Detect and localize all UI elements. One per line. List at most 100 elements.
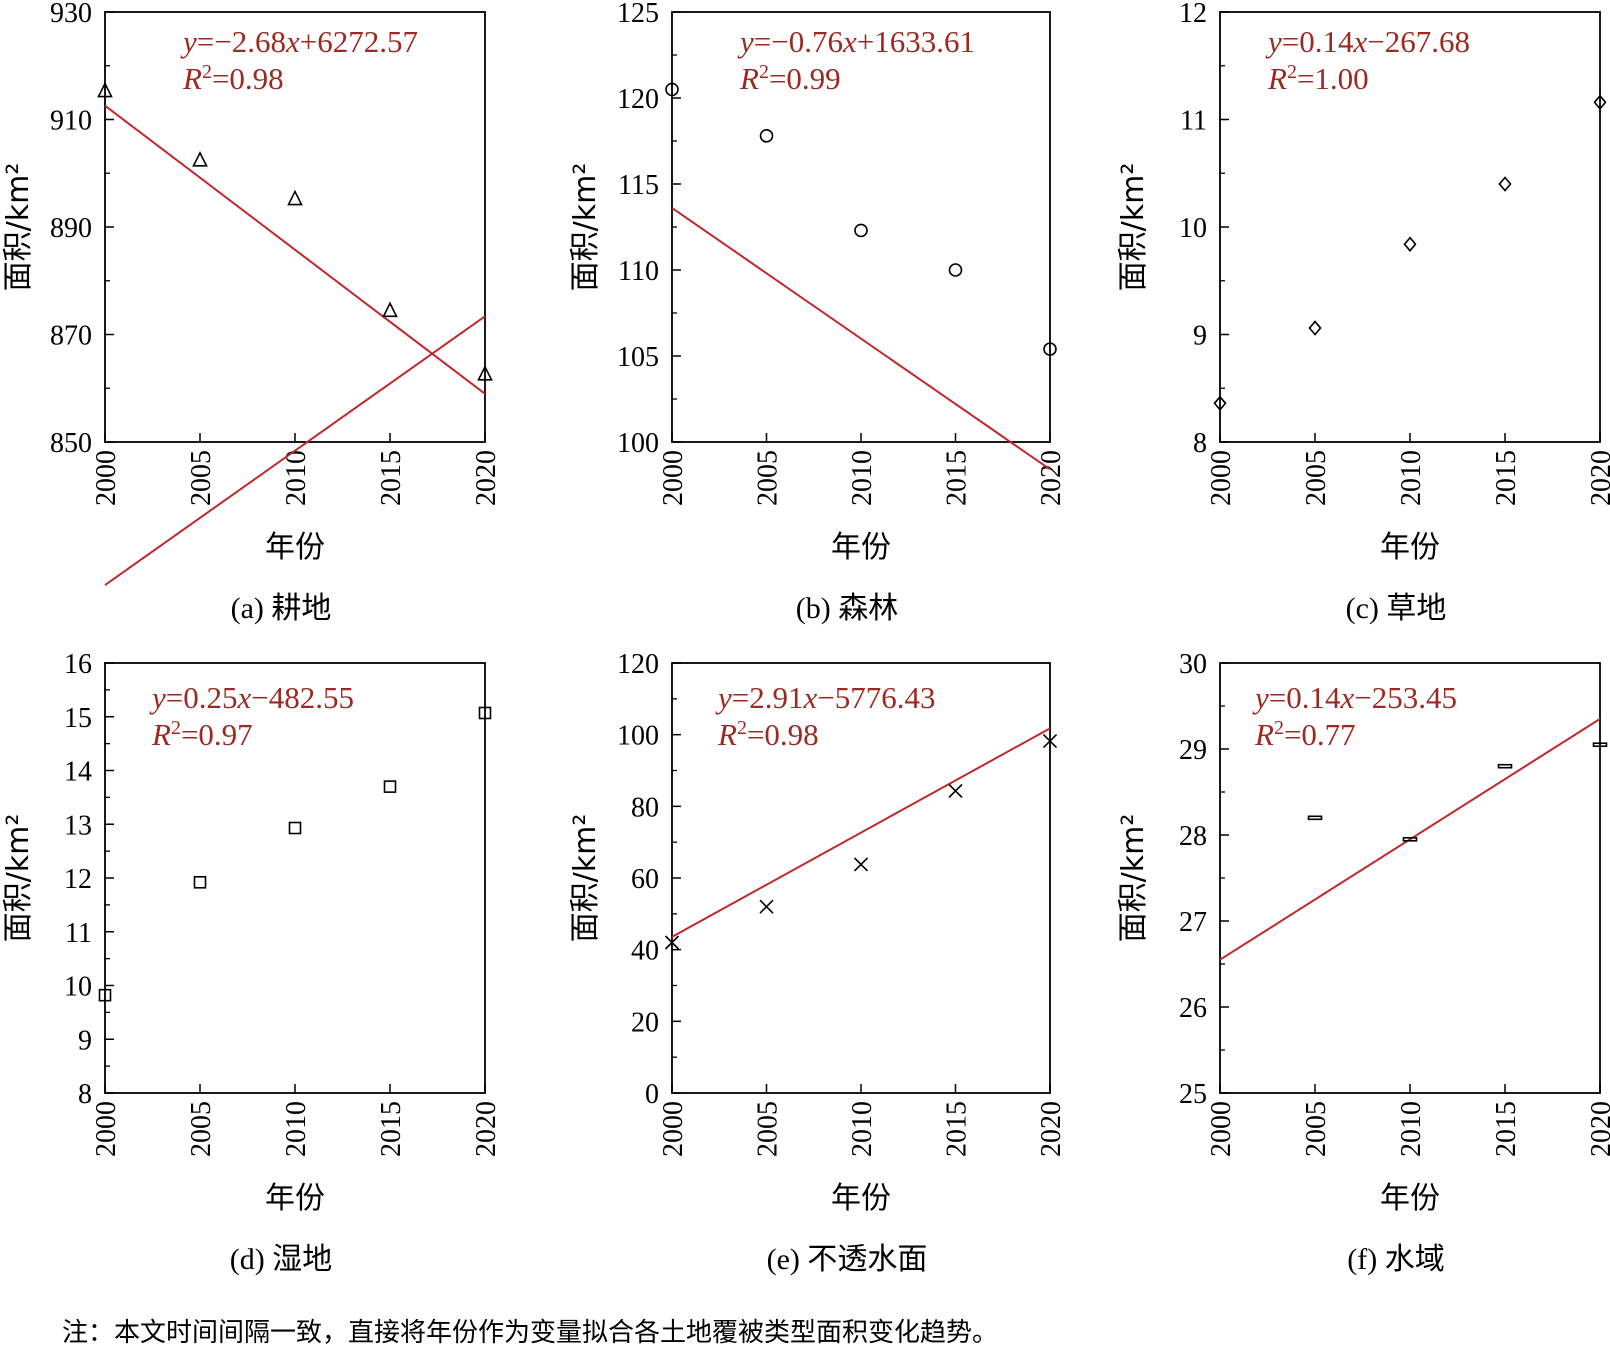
figure-note: 注：本文时间间隔一致，直接将年份作为变量拟合各土地覆被类型面积变化趋势。: [62, 1318, 999, 1345]
y-tick-label: 30: [1179, 649, 1207, 680]
x-tick-label: 2000: [658, 450, 689, 506]
x-tick-label: 2010: [847, 1101, 878, 1157]
panel-caption: (c) 草地: [1346, 592, 1447, 625]
x-tick-label: 2010: [1396, 450, 1427, 506]
y-tick-label: 125: [617, 0, 659, 29]
y-tick-label: 13: [64, 810, 92, 841]
y-axis-title: 面积/km²: [1, 814, 36, 943]
y-axis-title: 面积/km²: [1116, 814, 1151, 943]
data-point: [1308, 320, 1322, 336]
y-tick-label: 100: [617, 721, 659, 752]
x-tick-label: 2015: [376, 1101, 407, 1157]
x-tick-label: 2000: [91, 450, 122, 506]
r-squared: R2=0.98: [717, 717, 819, 752]
x-tick-label: 2010: [281, 450, 312, 506]
fit-line: [104, 315, 486, 586]
x-tick-label: 2000: [1206, 1101, 1237, 1157]
panel-caption: (e) 不透水面: [767, 1243, 928, 1276]
data-point: [1042, 734, 1058, 749]
y-tick-label: 105: [617, 342, 659, 373]
y-tick-label: 8: [1193, 428, 1207, 459]
data-point: [478, 706, 492, 720]
x-tick-label: 2020: [1036, 1101, 1067, 1157]
x-tick-label: 2020: [471, 450, 502, 506]
y-tick-label: 26: [1179, 993, 1207, 1024]
x-tick-label: 2020: [471, 1101, 502, 1157]
data-point: [383, 780, 397, 793]
y-tick-label: 110: [618, 256, 659, 287]
data-point: [759, 129, 774, 143]
x-tick-label: 2010: [281, 1101, 312, 1157]
data-point: [193, 875, 207, 889]
x-axis-title: 年份: [831, 530, 891, 565]
y-tick-label: 12: [1179, 0, 1207, 29]
data-point: [664, 935, 680, 950]
chart-panel-a: 850 870 890 910 930 2000 2005 2010 2015 2020 年份 面积/…: [1, 0, 502, 625]
x-tick-label: 2015: [1491, 450, 1522, 506]
x-axis-title: 年份: [1380, 530, 1440, 565]
y-tick-label: 40: [631, 936, 659, 967]
data-point: [1593, 94, 1607, 111]
chart-panel-c: 8 9 10 11 12 2000 2005 2010 2015 2020 年份 面积/km² y=0.…: [1116, 0, 1610, 625]
y-tick-label: 930: [50, 0, 92, 29]
y-axis-title: 面积/km²: [568, 163, 603, 292]
data-point: [759, 899, 774, 914]
y-tick-label: 10: [64, 972, 92, 1003]
panel-caption: (f) 水域: [1347, 1243, 1444, 1276]
data-point: [192, 151, 208, 167]
y-tick-label: 100: [617, 428, 659, 459]
y-tick-label: 29: [1179, 735, 1207, 766]
fit-equation: y=−2.68x+6272.57: [180, 24, 418, 59]
fit-equation: y=−0.76x+1633.61: [737, 24, 975, 59]
data-point: [1043, 342, 1057, 356]
data-point: [97, 81, 113, 98]
fit-line: [104, 104, 486, 395]
plot-frame: [104, 11, 486, 443]
y-tick-label: 60: [631, 864, 659, 895]
y-tick-label: 120: [617, 649, 659, 680]
fit-line: [671, 207, 1051, 471]
data-point: [665, 82, 679, 97]
y-axis-title: 面积/km²: [1116, 163, 1151, 292]
y-tick-label: 14: [64, 757, 92, 788]
y-tick-label: 27: [1179, 907, 1207, 938]
data-point: [1307, 815, 1323, 821]
x-tick-label: 2020: [1586, 1101, 1610, 1157]
x-axis-title: 年份: [831, 1181, 891, 1216]
data-point: [948, 783, 963, 798]
x-axis-title: 年份: [1380, 1181, 1440, 1216]
y-tick-label: 9: [78, 1025, 92, 1056]
y-tick-label: 850: [50, 428, 92, 459]
x-tick-label: 2005: [186, 1101, 217, 1157]
y-tick-label: 25: [1179, 1079, 1207, 1110]
y-tick-label: 28: [1179, 821, 1207, 852]
x-tick-label: 2000: [91, 1101, 122, 1157]
plot-frame: [671, 11, 1051, 443]
x-axis-title: 年份: [265, 1181, 325, 1216]
data-point: [287, 189, 303, 206]
y-tick-label: 0: [645, 1079, 659, 1110]
r-squared: R2=0.99: [739, 61, 841, 96]
data-point: [477, 364, 493, 381]
r-squared: R2=0.77: [1254, 717, 1356, 752]
r-squared: R2=0.98: [182, 61, 284, 96]
y-tick-label: 10: [1179, 213, 1207, 244]
x-tick-label: 2015: [942, 1101, 973, 1157]
y-tick-label: 11: [65, 918, 92, 949]
r-squared: R2=0.97: [151, 717, 253, 752]
x-tick-label: 2005: [753, 1101, 784, 1157]
y-tick-label: 9: [1193, 321, 1207, 352]
data-point: [1497, 763, 1513, 769]
x-tick-label: 2010: [847, 450, 878, 506]
data-point: [1213, 395, 1227, 412]
data-point: [288, 821, 302, 835]
y-tick-label: 20: [631, 1007, 659, 1038]
x-tick-label: 2015: [1491, 1101, 1522, 1157]
y-tick-label: 80: [631, 792, 659, 823]
x-tick-label: 2000: [1206, 450, 1237, 506]
x-tick-label: 2005: [1301, 1101, 1332, 1157]
chart-panel-e: 0 20 40 60 80 100 120 2000 2005 2010 2015 2020 年份 面积/…: [568, 649, 1067, 1276]
